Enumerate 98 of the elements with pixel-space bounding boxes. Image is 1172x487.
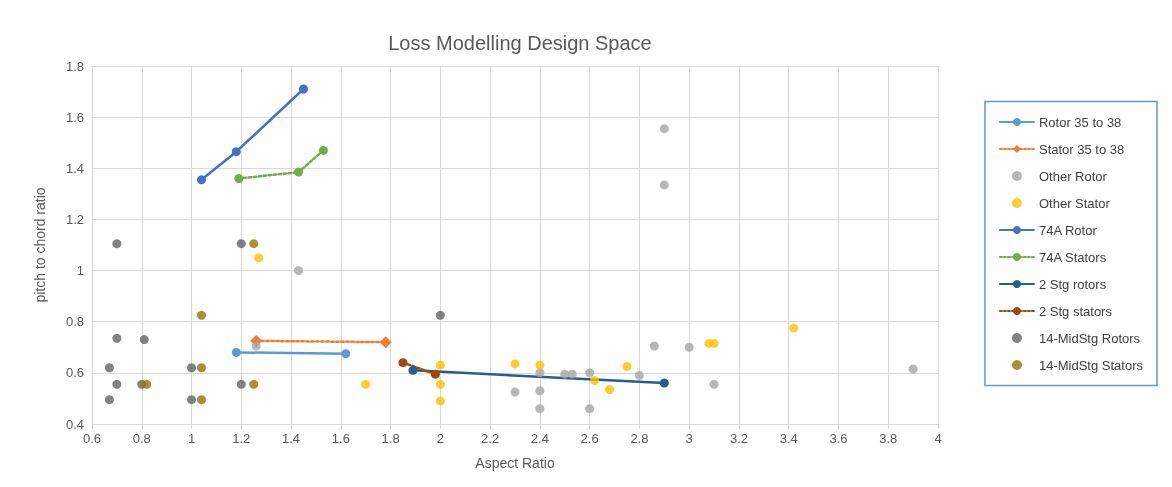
point xyxy=(709,379,719,389)
x-tick-label: 2.8 xyxy=(630,431,649,446)
point xyxy=(142,379,152,389)
point xyxy=(659,180,669,190)
point xyxy=(659,378,669,388)
legend-label: 2 Stg stators xyxy=(1038,303,1113,319)
y-tick-label: 1.2 xyxy=(65,211,84,227)
x-tick-label: 3.4 xyxy=(779,431,798,446)
x-tick-label: 2 xyxy=(436,431,444,446)
y-tick-label: 1.4 xyxy=(65,160,84,176)
legend-label: 14-MidStg Stators xyxy=(1038,357,1144,373)
legend-label: 2 Stg rotors xyxy=(1038,276,1107,292)
y-tick-label: 0.4 xyxy=(65,416,84,432)
point xyxy=(249,379,259,389)
point xyxy=(254,253,264,263)
point xyxy=(709,338,719,348)
x-tick-label: 0.6 xyxy=(82,431,102,446)
point xyxy=(789,323,799,333)
point xyxy=(435,379,445,389)
point xyxy=(112,379,122,389)
x-tick-label: 2.4 xyxy=(530,431,549,446)
point xyxy=(622,361,632,371)
x-tick-label: 1.6 xyxy=(331,431,350,446)
x-tick-label: 1 xyxy=(187,431,196,446)
point xyxy=(249,239,259,249)
point xyxy=(585,368,595,378)
point xyxy=(236,379,246,389)
legend-label: Rotor 35 to 38 xyxy=(1038,114,1122,130)
x-tick-label: 2.2 xyxy=(481,431,500,446)
point xyxy=(510,359,520,369)
point xyxy=(535,404,545,414)
point xyxy=(435,396,445,406)
x-tick-label: 1.8 xyxy=(381,431,400,446)
x-axis-title: Aspect Ratio xyxy=(475,455,555,471)
point xyxy=(398,358,408,368)
point xyxy=(408,365,418,375)
point xyxy=(379,336,392,349)
point xyxy=(234,174,244,184)
x-tick-label: 3.2 xyxy=(729,431,748,446)
x-tick-label: 3.6 xyxy=(829,431,848,446)
y-tick-label: 0.8 xyxy=(65,314,84,330)
x-tick-label: 2.6 xyxy=(580,431,599,446)
point xyxy=(196,395,206,405)
legend-label: 74A Stators xyxy=(1038,249,1107,265)
point xyxy=(104,363,114,373)
point xyxy=(908,364,918,374)
point xyxy=(430,369,440,379)
point xyxy=(294,266,304,276)
point xyxy=(112,239,122,249)
point xyxy=(231,347,241,357)
point xyxy=(567,369,577,379)
point xyxy=(341,349,351,359)
point xyxy=(649,341,659,351)
point xyxy=(139,335,149,345)
point xyxy=(196,175,206,185)
point xyxy=(535,386,545,396)
chart-title: Loss Modelling Design Space xyxy=(388,32,652,54)
y-axis-title: pitch to chord ratio xyxy=(32,187,48,303)
point xyxy=(112,333,122,343)
x-tick-label: 1.2 xyxy=(232,431,251,446)
point xyxy=(560,369,570,379)
x-tick-label: 3.8 xyxy=(879,431,898,446)
point xyxy=(196,363,206,373)
point xyxy=(318,145,328,155)
point xyxy=(510,387,520,397)
point xyxy=(585,404,595,414)
point xyxy=(187,363,197,373)
point xyxy=(361,379,371,389)
point xyxy=(196,310,206,320)
point xyxy=(299,84,308,94)
legend-label: Other Stator xyxy=(1038,195,1111,211)
point xyxy=(659,124,669,134)
y-tick-label: 1 xyxy=(76,263,84,279)
legend-label: Other Rotor xyxy=(1038,168,1108,184)
legend-label: 14-MidStg Rotors xyxy=(1038,330,1141,346)
point xyxy=(535,360,545,370)
y-tick-label: 0.6 xyxy=(65,365,84,381)
point xyxy=(435,360,445,370)
legend-label: 74A Rotor xyxy=(1038,222,1098,238)
y-tick-label: 1.8 xyxy=(65,58,84,74)
point xyxy=(684,342,694,352)
point xyxy=(231,147,241,157)
point xyxy=(104,395,114,405)
x-tick-label: 0.8 xyxy=(132,431,151,446)
point xyxy=(251,341,261,351)
point xyxy=(590,376,600,386)
y-tick-label: 1.6 xyxy=(65,109,84,125)
point xyxy=(535,368,545,378)
legend-label: Stator 35 to 38 xyxy=(1038,141,1125,157)
x-tick-label: 3 xyxy=(685,431,693,446)
point xyxy=(634,370,644,380)
x-tick-label: 4 xyxy=(934,431,942,446)
point xyxy=(236,239,246,249)
x-tick-label: 1.4 xyxy=(282,431,301,446)
point xyxy=(435,310,445,320)
point xyxy=(605,384,615,394)
point xyxy=(294,167,304,177)
point xyxy=(187,395,197,405)
